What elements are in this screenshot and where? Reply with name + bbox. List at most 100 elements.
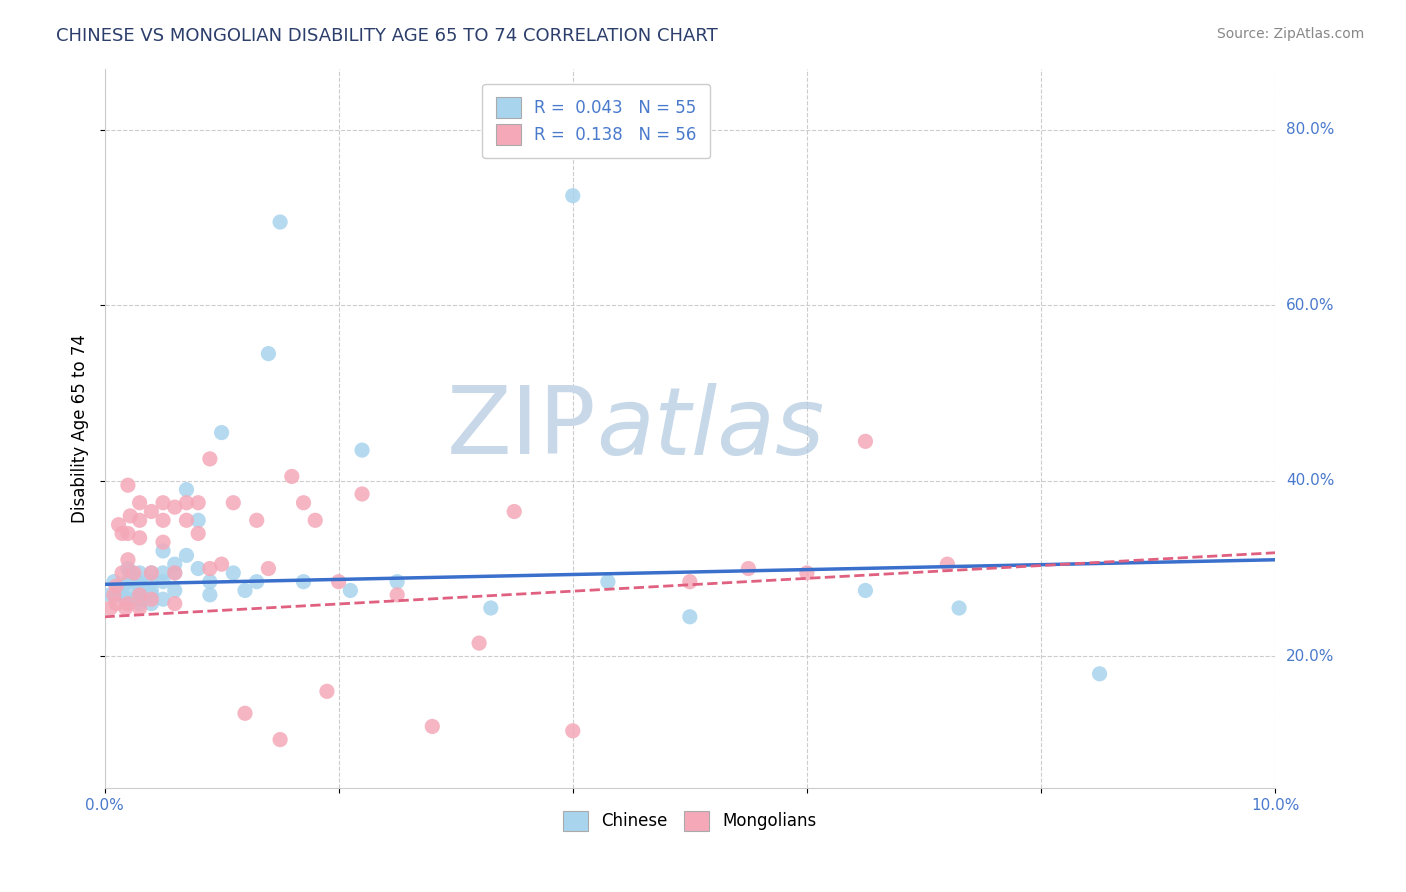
Point <box>117 583 139 598</box>
Point <box>187 513 209 527</box>
Point <box>122 566 145 580</box>
Point <box>176 496 198 510</box>
Point <box>246 513 269 527</box>
Point <box>796 566 818 580</box>
Point <box>503 504 526 518</box>
Point <box>111 579 134 593</box>
Point <box>233 583 256 598</box>
Point <box>152 592 174 607</box>
Point <box>152 513 174 527</box>
Point <box>316 684 339 698</box>
Point <box>198 574 221 589</box>
Point <box>737 561 759 575</box>
Text: 80.0%: 80.0% <box>1286 122 1334 137</box>
Point <box>855 583 877 598</box>
Point <box>128 531 150 545</box>
Point <box>141 566 163 580</box>
Point <box>98 588 121 602</box>
Point <box>187 526 209 541</box>
Point <box>128 597 150 611</box>
Text: atlas: atlas <box>596 383 824 474</box>
Point <box>107 583 129 598</box>
Point <box>128 601 150 615</box>
Point <box>128 579 150 593</box>
Point <box>420 719 443 733</box>
Point <box>385 574 408 589</box>
Point <box>679 609 702 624</box>
Point <box>211 425 233 440</box>
Point <box>211 557 233 571</box>
Point <box>128 566 150 580</box>
Point <box>163 583 186 598</box>
Point <box>352 487 374 501</box>
Legend: Chinese, Mongolians: Chinese, Mongolians <box>550 797 830 844</box>
Point <box>128 588 150 602</box>
Point <box>128 574 150 589</box>
Point <box>1088 666 1111 681</box>
Point <box>114 592 136 607</box>
Point <box>122 570 145 584</box>
Text: 20.0%: 20.0% <box>1286 648 1334 664</box>
Point <box>269 215 291 229</box>
Point <box>111 526 134 541</box>
Point <box>222 496 245 510</box>
Point <box>198 588 221 602</box>
Point <box>561 723 583 738</box>
Point <box>152 544 174 558</box>
Point <box>233 706 256 721</box>
Point <box>152 496 174 510</box>
Point <box>176 549 198 563</box>
Point <box>103 588 125 602</box>
Point <box>128 588 150 602</box>
Point <box>117 478 139 492</box>
Point <box>141 504 163 518</box>
Point <box>117 574 139 589</box>
Y-axis label: Disability Age 65 to 74: Disability Age 65 to 74 <box>72 334 89 523</box>
Text: ZIP: ZIP <box>447 382 596 475</box>
Point <box>141 597 163 611</box>
Point <box>163 597 186 611</box>
Point <box>222 566 245 580</box>
Point <box>176 483 198 497</box>
Point <box>187 496 209 510</box>
Point <box>152 574 174 589</box>
Point <box>936 557 959 571</box>
Point <box>141 588 163 602</box>
Point <box>111 588 134 602</box>
Point <box>163 557 186 571</box>
Point <box>855 434 877 449</box>
Point <box>120 508 142 523</box>
Point <box>141 583 163 598</box>
Point <box>163 566 186 580</box>
Point <box>187 561 209 575</box>
Point <box>292 496 315 510</box>
Point <box>105 579 128 593</box>
Point <box>141 566 163 580</box>
Point <box>304 513 326 527</box>
Point <box>111 566 134 580</box>
Point <box>163 500 186 515</box>
Point <box>198 451 221 466</box>
Point <box>339 583 361 598</box>
Point <box>292 574 315 589</box>
Point <box>468 636 491 650</box>
Point <box>128 592 150 607</box>
Point <box>120 566 142 580</box>
Point <box>152 566 174 580</box>
Point <box>105 597 128 611</box>
Point <box>163 566 186 580</box>
Point <box>269 732 291 747</box>
Point <box>176 513 198 527</box>
Point <box>198 561 221 575</box>
Point <box>679 574 702 589</box>
Point <box>257 561 280 575</box>
Point <box>385 588 408 602</box>
Point <box>117 597 139 611</box>
Point <box>128 496 150 510</box>
Point <box>281 469 304 483</box>
Point <box>117 553 139 567</box>
Point <box>117 592 139 607</box>
Point <box>352 443 374 458</box>
Point <box>141 592 163 607</box>
Text: 60.0%: 60.0% <box>1286 298 1334 313</box>
